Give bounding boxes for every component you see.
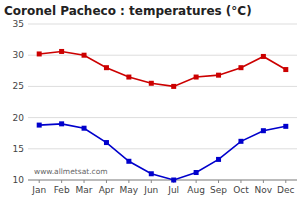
annotation: www.allmetsat.com <box>34 167 108 176</box>
point-marker <box>238 139 243 144</box>
x-tick-label: Oct <box>233 185 249 195</box>
x-tick <box>151 180 152 183</box>
point-marker <box>261 128 266 133</box>
point-marker <box>283 67 288 72</box>
x-tick-label: Jun <box>143 185 158 195</box>
chart-container: Coronel Pacheco : temperatures (°C) 10 15 2… <box>0 0 305 200</box>
x-axis-line <box>28 180 297 181</box>
y-tick-label: 20 <box>13 113 25 123</box>
x-tick <box>128 180 129 183</box>
x-tick <box>106 180 107 183</box>
y-tick-label: 25 <box>13 81 24 91</box>
x-tick-label: Mar <box>76 185 93 195</box>
y-tick-label: 15 <box>13 144 24 154</box>
point-marker <box>82 126 87 131</box>
point-marker <box>238 65 243 70</box>
x-tick <box>263 180 264 183</box>
x-tick-label: Apr <box>99 185 115 195</box>
point-marker <box>82 53 87 58</box>
x-tick <box>84 180 85 183</box>
point-marker <box>216 73 221 78</box>
grid-line <box>28 148 297 149</box>
x-tick-label: Jan <box>31 185 46 195</box>
grid-line <box>28 117 297 118</box>
point-marker <box>104 65 109 70</box>
series-line <box>39 51 286 86</box>
y-tick-label: 10 <box>13 175 25 185</box>
x-tick-label: Aug <box>187 185 205 195</box>
point-marker <box>126 159 131 164</box>
point-marker <box>194 75 199 80</box>
point-marker <box>59 49 64 54</box>
x-tick <box>285 180 286 183</box>
point-marker <box>37 123 42 128</box>
grid-line <box>28 86 297 87</box>
point-marker <box>194 170 199 175</box>
point-marker <box>216 157 221 162</box>
point-marker <box>149 81 154 86</box>
y-tick-label: 35 <box>13 19 24 29</box>
point-marker <box>126 75 131 80</box>
x-tick <box>240 180 241 183</box>
point-marker <box>171 178 176 183</box>
chart-svg: Coronel Pacheco : temperatures (°C) 10 15 2… <box>0 0 305 200</box>
x-tick-label: Jul <box>167 185 179 195</box>
x-tick-label: May <box>120 185 139 195</box>
point-marker <box>37 51 42 56</box>
y-tick-label: 30 <box>13 50 25 60</box>
plot-marks <box>37 49 289 183</box>
x-tick-label: Sep <box>210 185 227 195</box>
x-tick <box>39 180 40 183</box>
point-marker <box>59 121 64 126</box>
point-marker <box>104 140 109 145</box>
x-tick <box>196 180 197 183</box>
x-tick <box>61 180 62 183</box>
grid-line <box>28 24 297 25</box>
y-grid <box>28 24 297 180</box>
point-marker <box>283 124 288 129</box>
x-tick-label: Nov <box>255 185 273 195</box>
x-tick-label: Dec <box>277 185 294 195</box>
point-marker <box>171 84 176 89</box>
grid-line <box>28 55 297 56</box>
point-marker <box>149 171 154 176</box>
grid-line <box>28 180 297 181</box>
x-tick <box>218 180 219 183</box>
point-marker <box>261 54 266 59</box>
x-tick-label: Feb <box>54 185 70 195</box>
title: Coronel Pacheco : temperatures (°C) <box>4 4 252 18</box>
